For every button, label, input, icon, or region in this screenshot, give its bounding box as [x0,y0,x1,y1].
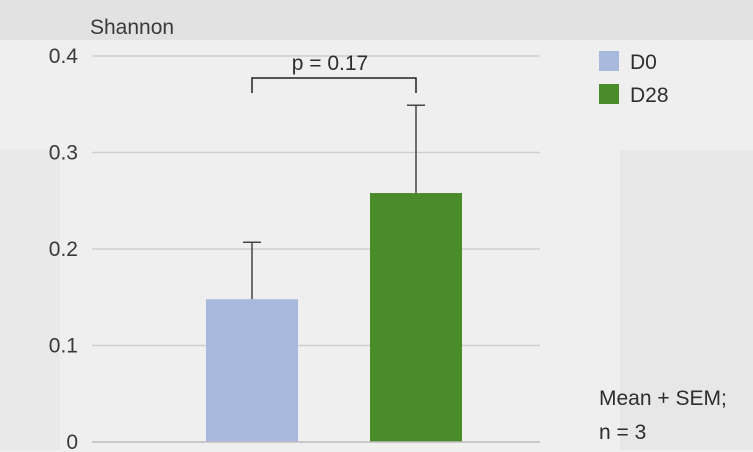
y-tick-label-0: 0 [66,431,78,452]
legend: D0 D28 [599,51,669,107]
bar-d0 [206,299,298,442]
y-axis-title: Shannon [90,16,174,39]
significance-bracket-line [251,77,417,93]
legend-label-d28: D28 [630,84,669,107]
significance-bracket: p = 0.17 [251,52,417,93]
note-line-1: Mean + SEM; [599,387,727,410]
note-line-2: n = 3 [599,421,646,444]
error-bars-group [243,104,425,300]
y-tick-label-1: 0.1 [49,335,78,358]
legend-label-d0: D0 [630,51,657,74]
significance-label: p = 0.17 [292,52,368,75]
grid-lines [92,55,540,347]
statistics-note: Mean + SEM; n = 3 [599,387,727,444]
y-tick-label-4: 0.4 [49,45,79,68]
y-tick-labels: 0 0.1 0.2 0.3 0.4 [49,45,79,452]
legend-swatch-d28 [599,84,619,104]
y-tick-label-2: 0.2 [49,238,78,261]
y-tick-label-3: 0.3 [49,142,78,165]
bars-group [206,193,462,442]
bar-d28 [370,193,462,442]
legend-swatch-d0 [599,51,619,71]
